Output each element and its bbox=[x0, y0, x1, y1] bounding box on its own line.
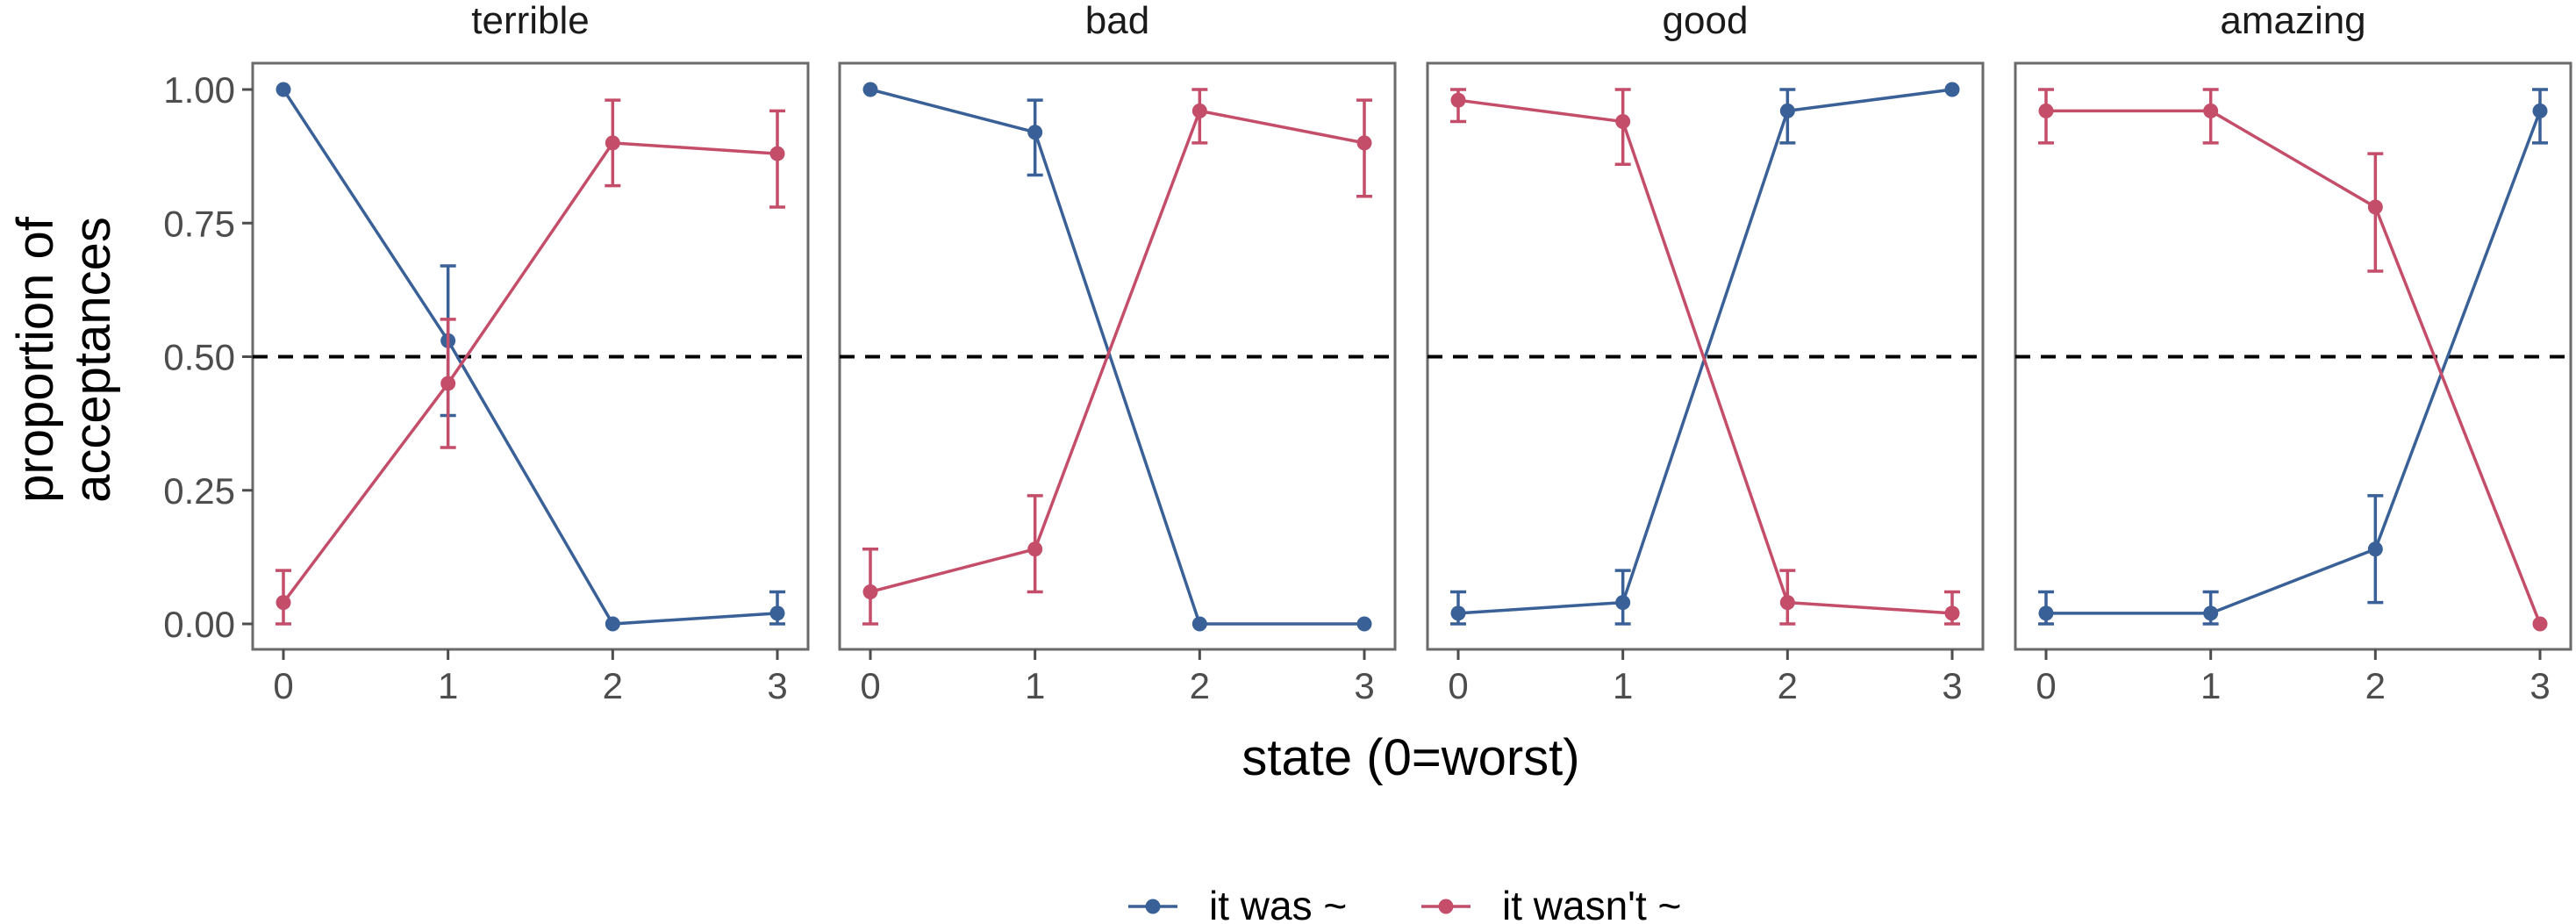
data-point bbox=[275, 595, 291, 611]
data-point bbox=[1356, 135, 1372, 151]
series-line bbox=[2046, 110, 2542, 615]
data-point bbox=[1944, 82, 1960, 97]
data-point bbox=[1450, 605, 1466, 621]
data-point bbox=[2038, 605, 2054, 621]
y-axis-title: proportion of acceptances bbox=[7, 216, 121, 503]
series-line bbox=[869, 88, 1364, 626]
data-point bbox=[1615, 114, 1631, 130]
y-tick-label: 0.25 bbox=[163, 470, 235, 512]
panel-bad: bad 0 1 2 3 bbox=[838, 0, 1397, 706]
data-point bbox=[2367, 541, 2383, 557]
series-it-was bbox=[862, 82, 1372, 632]
data-point bbox=[2532, 103, 2548, 118]
data-point bbox=[1779, 595, 1795, 611]
data-point bbox=[769, 605, 785, 621]
panel-title: good bbox=[1663, 0, 1749, 42]
series-it-was bbox=[275, 82, 785, 632]
x-tick-label: 3 bbox=[1354, 665, 1374, 706]
x-tick-label: 3 bbox=[2529, 665, 2550, 706]
panel-title: bad bbox=[1085, 0, 1149, 42]
data-point bbox=[1944, 605, 1960, 621]
panel-title: terrible bbox=[471, 0, 590, 42]
data-point bbox=[2038, 103, 2054, 118]
data-point bbox=[2367, 199, 2383, 215]
panel-good: good 0 1 2 3 bbox=[1426, 0, 1985, 706]
data-point bbox=[1356, 616, 1372, 632]
x-tick-label: 2 bbox=[2365, 665, 2386, 706]
legend-point-swatch bbox=[1145, 899, 1161, 914]
legend-item-it-was: it was ~ bbox=[1128, 883, 1347, 924]
series-it-wasnt bbox=[2038, 88, 2548, 632]
y-tick-label: 0.00 bbox=[163, 604, 235, 645]
data-point bbox=[862, 584, 878, 599]
series-line bbox=[869, 109, 1365, 594]
chart-panels: terrible 0 1 2 3 bad 0 1 2 3 good 0 1 2 3 amazing 0 1 2 3 bbox=[251, 0, 2572, 706]
series-it-wasnt bbox=[275, 98, 785, 626]
data-point bbox=[2203, 605, 2219, 621]
y-tick-label: 1.00 bbox=[163, 69, 235, 111]
x-tick-label: 0 bbox=[1448, 665, 1468, 706]
y-axis-title-line-1: proportion of bbox=[7, 216, 64, 503]
x-tick-label: 1 bbox=[1613, 665, 1633, 706]
legend: it was ~ it wasn't ~ bbox=[1128, 883, 1681, 924]
data-point bbox=[1191, 103, 1207, 118]
data-point bbox=[1027, 541, 1043, 557]
series-it-wasnt bbox=[862, 88, 1372, 626]
series-it-was bbox=[1450, 82, 1960, 626]
x-axis-title: state (0=worst) bbox=[1241, 729, 1579, 786]
series-line bbox=[1457, 88, 1953, 615]
y-axis-title-line-2: acceptances bbox=[64, 217, 121, 503]
legend-label: it wasn't ~ bbox=[1502, 883, 1681, 924]
series-it-was bbox=[2038, 88, 2548, 626]
data-point bbox=[1191, 616, 1207, 632]
series-it-wasnt bbox=[1450, 88, 1960, 626]
x-tick-label: 3 bbox=[767, 665, 787, 706]
legend-item-it-wasnt: it wasn't ~ bbox=[1421, 883, 1681, 924]
data-point bbox=[605, 135, 620, 151]
legend-point-swatch bbox=[1438, 899, 1454, 914]
data-point bbox=[440, 376, 456, 391]
data-point bbox=[769, 146, 785, 161]
panel-terrible: terrible 0 1 2 3 bbox=[251, 0, 810, 706]
panel-title: amazing bbox=[2220, 0, 2365, 42]
x-tick-label: 0 bbox=[273, 665, 293, 706]
y-tick-label: 0.50 bbox=[163, 337, 235, 378]
x-tick-label: 2 bbox=[603, 665, 623, 706]
data-point bbox=[1027, 125, 1043, 140]
data-point bbox=[2203, 103, 2219, 118]
x-tick-label: 1 bbox=[2200, 665, 2221, 706]
x-tick-label: 3 bbox=[1942, 665, 1962, 706]
series-line bbox=[282, 141, 778, 604]
x-tick-label: 1 bbox=[1025, 665, 1045, 706]
x-tick-label: 2 bbox=[1778, 665, 1798, 706]
y-tick-label: 0.75 bbox=[163, 203, 235, 244]
data-point bbox=[275, 82, 291, 97]
series-line bbox=[1457, 98, 1953, 615]
legend-label: it was ~ bbox=[1209, 883, 1347, 924]
data-point bbox=[605, 616, 620, 632]
data-point bbox=[1779, 103, 1795, 118]
y-axis: 0.00 0.25 0.50 0.75 1.00 bbox=[163, 69, 253, 645]
data-point bbox=[1615, 595, 1631, 611]
series-line bbox=[282, 89, 778, 626]
x-tick-label: 1 bbox=[438, 665, 458, 706]
x-tick-label: 2 bbox=[1190, 665, 1210, 706]
data-point bbox=[2532, 616, 2548, 632]
series-line bbox=[2046, 109, 2542, 625]
data-point bbox=[1450, 92, 1466, 108]
panel-amazing: amazing 0 1 2 3 bbox=[2014, 0, 2572, 706]
x-tick-label: 0 bbox=[860, 665, 880, 706]
x-tick-label: 0 bbox=[2036, 665, 2056, 706]
data-point bbox=[862, 82, 878, 97]
